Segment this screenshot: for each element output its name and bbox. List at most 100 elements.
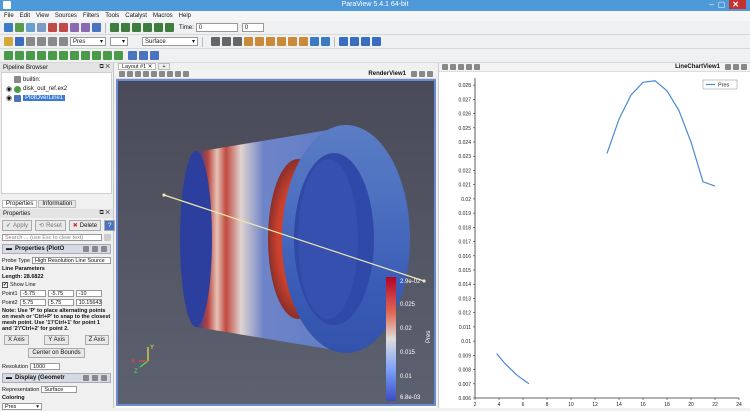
eye-icon[interactable]: ◉	[6, 86, 13, 93]
contour-icon[interactable]	[15, 51, 24, 60]
camera-plus-y-icon[interactable]	[266, 37, 275, 46]
restore-view-icon[interactable]	[419, 71, 425, 77]
histogram-icon[interactable]	[139, 51, 148, 60]
range-over-time-icon[interactable]	[48, 37, 57, 46]
x-axis-button[interactable]: X Axis	[4, 335, 29, 345]
glyph-icon[interactable]	[70, 51, 79, 60]
zoom-to-data-icon[interactable]	[222, 37, 231, 46]
loop-icon[interactable]	[165, 23, 174, 32]
warp-vector-icon[interactable]	[92, 51, 101, 60]
select-points-icon[interactable]	[159, 71, 165, 77]
zoom-to-box-icon[interactable]	[233, 37, 242, 46]
camera-minus-x-icon[interactable]	[255, 37, 264, 46]
show-line-checkbox[interactable]: ✔	[2, 282, 8, 288]
menu-view[interactable]: View	[36, 13, 49, 19]
point1-z[interactable]: -10	[75, 290, 102, 297]
find-data-icon[interactable]	[372, 37, 381, 46]
search-input[interactable]: Search ... (use Esc to clear text)	[2, 234, 102, 241]
plot-over-line-icon[interactable]	[128, 51, 137, 60]
menu-file[interactable]: File	[4, 13, 14, 19]
maximize-button[interactable]: ▢	[717, 0, 730, 9]
point2-y[interactable]: 5.75	[47, 299, 74, 306]
interaction-mode-icon[interactable]	[143, 71, 149, 77]
split-horizontal-icon[interactable]	[442, 64, 448, 70]
extract-subset-icon[interactable]	[59, 51, 68, 60]
display-section[interactable]: ▬ Display (Geometr	[2, 373, 111, 383]
reload-icon[interactable]	[101, 246, 107, 252]
representation-select[interactable]: Surface ▾	[142, 37, 198, 46]
point1-y[interactable]: -5.75	[47, 290, 74, 297]
calculator-icon[interactable]	[4, 51, 13, 60]
frame-spinbox[interactable]: 0	[241, 23, 264, 32]
redo-icon[interactable]	[59, 23, 68, 32]
select-points-icon[interactable]	[350, 37, 359, 46]
component-select[interactable]: ▾	[110, 37, 128, 46]
color-array-select[interactable]: Pres ▾	[70, 37, 106, 46]
resolution-input[interactable]: 1000	[30, 363, 60, 370]
apply-button[interactable]: ✔ Apply	[2, 220, 33, 231]
coloring-select[interactable]: Pres ▾	[2, 403, 42, 410]
split-vertical-icon[interactable]	[127, 71, 133, 77]
grow-selection-icon[interactable]	[175, 71, 181, 77]
save-data-icon[interactable]	[15, 23, 24, 32]
time-field[interactable]: 0	[195, 23, 238, 32]
custom-range-icon[interactable]	[37, 37, 46, 46]
delete-button[interactable]: ✖ Delete	[68, 220, 102, 231]
help-button[interactable]: ?	[104, 220, 116, 231]
pipeline-item-builtin[interactable]: builtin:	[14, 76, 40, 83]
pipeline-item-plotoverline1[interactable]: ◉ PlotOverLine1	[6, 94, 66, 102]
z-axis-button[interactable]: Z Axis	[84, 335, 109, 345]
split-horizontal-icon[interactable]	[119, 71, 125, 77]
connect-icon[interactable]	[70, 23, 79, 32]
clip-icon[interactable]	[26, 51, 35, 60]
extract-level-icon[interactable]	[114, 51, 123, 60]
tab-properties[interactable]: Properties	[2, 200, 38, 208]
slice-icon[interactable]	[37, 51, 46, 60]
close-view-icon[interactable]	[741, 64, 747, 70]
play-icon[interactable]	[132, 23, 141, 32]
copy-icon[interactable]	[83, 375, 89, 381]
last-frame-icon[interactable]	[154, 23, 163, 32]
tab-layout-1[interactable]: Layout #1 ✕	[118, 63, 157, 70]
menu-sources[interactable]: Sources	[54, 13, 77, 19]
visible-range-icon[interactable]	[59, 37, 68, 46]
render-view[interactable]: Y Z X 2.9e-02 0.025 0.02 0.015 0.01 6.8e…	[116, 79, 436, 406]
point1-x[interactable]: -5.75	[19, 290, 46, 297]
reset-range-icon[interactable]	[26, 37, 35, 46]
paste-icon[interactable]	[92, 375, 98, 381]
menu-tools[interactable]: Tools	[105, 13, 120, 19]
eye-icon[interactable]: ◉	[6, 95, 13, 102]
camera-minus-z-icon[interactable]	[299, 37, 308, 46]
reset-button[interactable]: ⟲ Reset	[35, 220, 66, 231]
next-frame-icon[interactable]	[143, 23, 152, 32]
menu-catalyst[interactable]: Catalyst	[125, 13, 147, 19]
open-icon[interactable]	[4, 23, 13, 32]
add-layout-tab[interactable]: +	[158, 63, 170, 70]
dock-controls-icon[interactable]: ⧉ ✕	[99, 64, 110, 70]
disconnect-icon[interactable]	[81, 23, 90, 32]
camera-plus-x-icon[interactable]	[244, 37, 253, 46]
paste-icon[interactable]	[92, 246, 98, 252]
pipeline-item-disk-out-ref[interactable]: ◉ disk_out_ref.ex2	[6, 85, 68, 93]
minimize-button[interactable]: –	[709, 0, 718, 9]
help-icon[interactable]	[92, 23, 101, 32]
save-state-icon[interactable]	[26, 23, 35, 32]
python-calculator-icon[interactable]	[150, 51, 159, 60]
line-chart[interactable]: 0.006 0.007 0.008 0.009 0.01 0.011 0.012 0.013 0…	[439, 72, 749, 408]
menu-filters[interactable]: Filters	[82, 13, 100, 19]
reset-camera-icon[interactable]	[211, 37, 220, 46]
select-icon[interactable]	[466, 64, 472, 70]
stream-tracer-icon[interactable]	[81, 51, 90, 60]
y-axis-button[interactable]: Y Axis	[44, 335, 69, 345]
probe-type-select[interactable]: High Resolution Line Source	[32, 257, 111, 264]
tab-information[interactable]: Information	[38, 200, 77, 208]
camera-icon[interactable]	[135, 71, 141, 77]
menu-macros[interactable]: Macros	[152, 13, 173, 19]
menu-help[interactable]: Help	[178, 13, 191, 19]
first-frame-icon[interactable]	[110, 23, 119, 32]
split-vertical-icon[interactable]	[450, 64, 456, 70]
threshold-icon[interactable]	[48, 51, 57, 60]
dock-controls-icon[interactable]: ⧉ ✕	[99, 210, 110, 216]
camera-minus-y-icon[interactable]	[277, 37, 286, 46]
pipeline-browser[interactable]: builtin: ◉ disk_out_ref.ex2 ◉ PlotOverLi…	[1, 72, 112, 194]
